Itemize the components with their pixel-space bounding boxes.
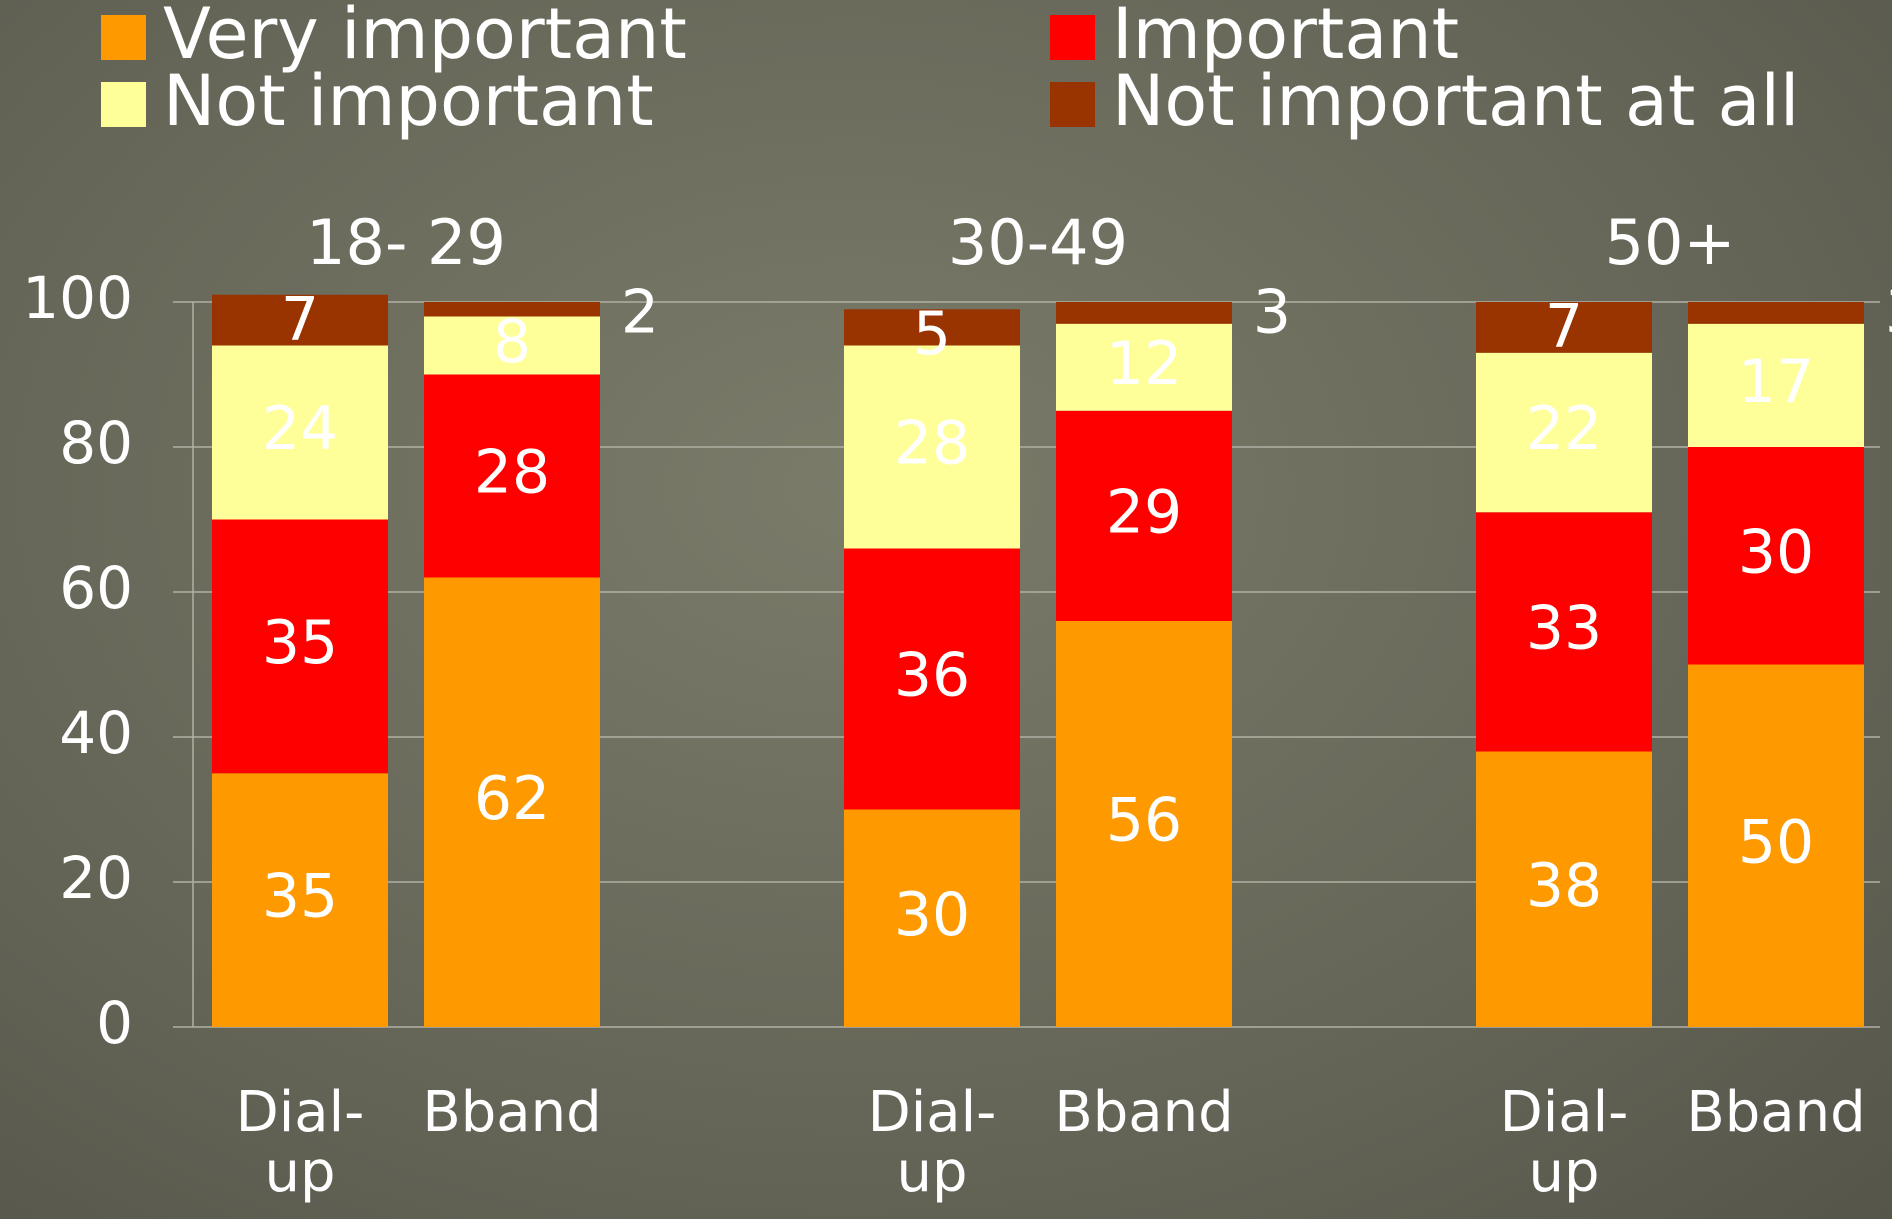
data-label: 22 (1526, 394, 1602, 464)
legend-label: Not important at all (1112, 60, 1799, 142)
legend-swatch (101, 15, 146, 60)
bar-segment (1476, 512, 1652, 752)
data-label: 12 (1106, 329, 1182, 399)
bar-segment (424, 374, 600, 578)
bar-segment (212, 773, 388, 1027)
y-tick-label: 80 (59, 409, 133, 477)
bar-segment (1056, 621, 1232, 1027)
bar-segment (424, 316, 600, 375)
x-tick-label: Dial- up (235, 1080, 365, 1205)
y-tick-label: 60 (59, 554, 133, 622)
data-label: 2 (621, 278, 659, 348)
data-label: 24 (262, 394, 338, 464)
x-tick-label: Bband (1686, 1080, 1866, 1145)
bar-segment (1688, 447, 1864, 665)
y-tick-label: 100 (22, 264, 133, 332)
bar-segment (1056, 302, 1232, 324)
data-label: 30 (894, 880, 970, 950)
legend-label: Important (1112, 0, 1459, 75)
data-label: 38 (1526, 851, 1602, 921)
bar-segment (844, 548, 1020, 810)
group-label: 50+ (1605, 206, 1736, 279)
bar-segment (844, 345, 1020, 549)
data-label: 28 (474, 438, 550, 508)
data-label: 29 (1106, 477, 1182, 547)
data-label: 35 (262, 608, 338, 678)
data-label: 8 (493, 307, 531, 377)
bar-segment (844, 309, 1020, 346)
bar-segment (1688, 323, 1864, 447)
data-label: 30 (1738, 517, 1814, 587)
data-label: 62 (474, 764, 550, 834)
bar-segment (1476, 302, 1652, 353)
data-label: 28 (894, 409, 970, 479)
data-label: 50 (1738, 807, 1814, 877)
data-label: 7 (1545, 292, 1583, 362)
y-tick-label: 0 (96, 989, 133, 1057)
x-tick-label: Dial- up (867, 1080, 997, 1205)
data-label: 56 (1106, 786, 1182, 856)
data-label: 17 (1738, 347, 1814, 417)
bar-segment (212, 519, 388, 774)
data-label: 36 (894, 641, 970, 711)
bar-segment (1476, 352, 1652, 513)
y-tick-label: 20 (59, 844, 133, 912)
legend-label: Not important (163, 60, 654, 142)
group-label: 30-49 (948, 206, 1128, 279)
data-label: 3 (1253, 278, 1291, 348)
legend-swatch (1050, 82, 1095, 127)
data-label: 3 (1885, 278, 1892, 348)
bar-segment (212, 345, 388, 520)
legend-swatch (1050, 15, 1095, 60)
data-label: 35 (262, 862, 338, 932)
x-tick-label: Bband (1054, 1080, 1234, 1145)
bar-segment (844, 809, 1020, 1027)
data-label: 7 (281, 284, 319, 354)
x-tick-label: Dial- up (1499, 1080, 1629, 1205)
bar-segment (1688, 664, 1864, 1027)
data-label: 5 (913, 299, 951, 369)
bar-segment (1688, 302, 1864, 324)
bar-segment (1476, 751, 1652, 1027)
group-label: 18- 29 (306, 206, 506, 279)
bar-segment (424, 577, 600, 1027)
bar-segment (212, 294, 388, 346)
bar-segment (1056, 323, 1232, 411)
legend-label: Very important (163, 0, 687, 75)
x-tick-label: Bband (422, 1080, 602, 1145)
data-label: 33 (1526, 593, 1602, 663)
bar-segment (1056, 410, 1232, 621)
legend-swatch (101, 82, 146, 127)
bar-segment (424, 302, 600, 317)
y-tick-label: 40 (59, 699, 133, 767)
